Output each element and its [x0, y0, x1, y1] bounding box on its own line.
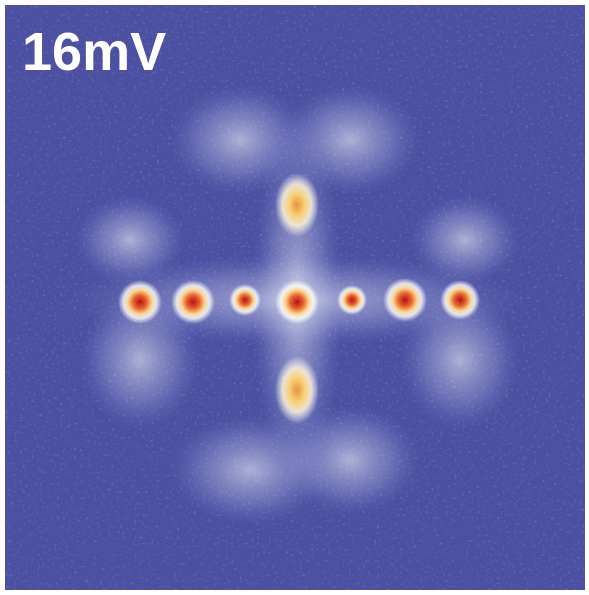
noise-texture: [5, 5, 585, 590]
voltage-label: 16mV: [22, 22, 166, 82]
